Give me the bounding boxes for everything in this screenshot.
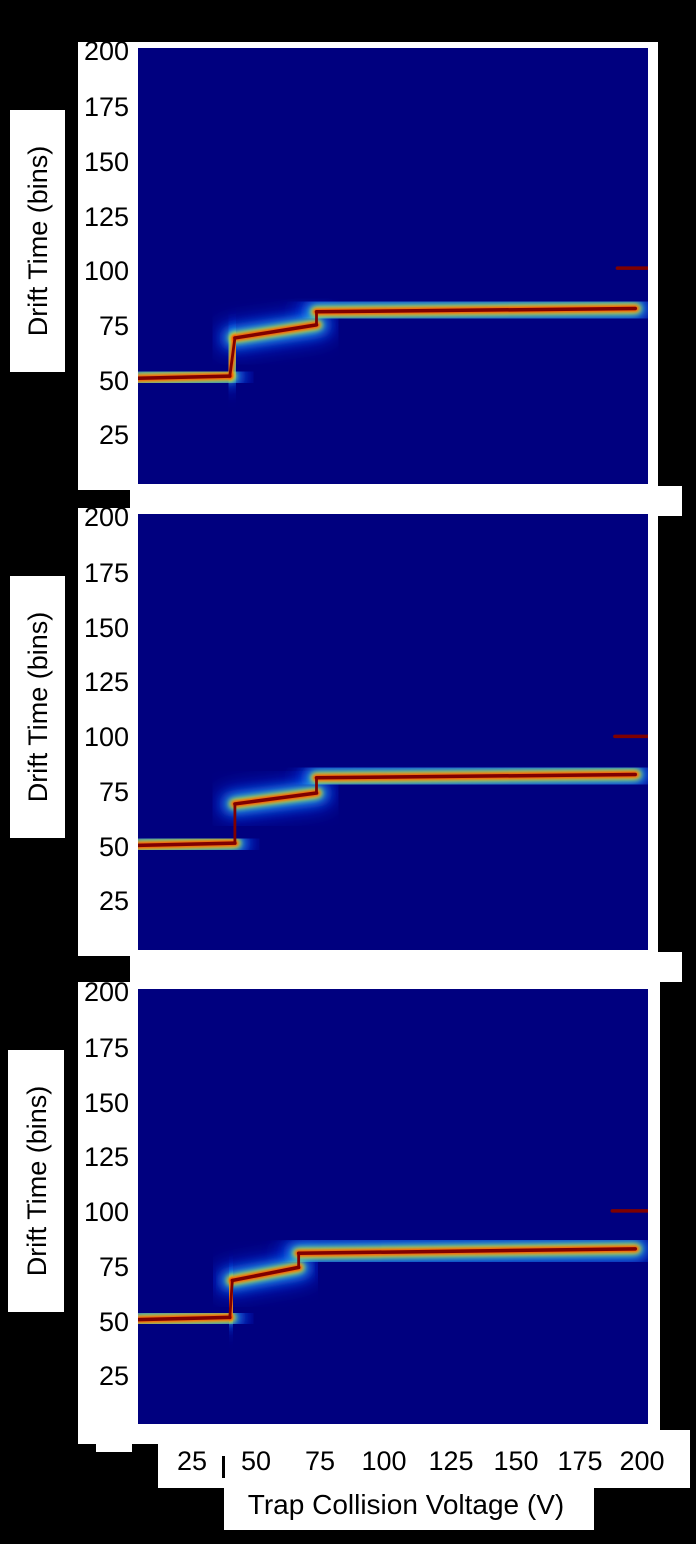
x-tick-separator: [222, 1456, 225, 1478]
panel-1-ytick-75: 75: [99, 311, 129, 341]
panel-2-ytick-100: 100: [84, 722, 129, 752]
panel-2-ytick-175: 175: [84, 558, 129, 588]
panel-1-ytick-100: 100: [84, 256, 129, 286]
panel-2-band-2-layer-4: [314, 772, 637, 780]
panel-3-ytick-50: 50: [99, 1307, 129, 1337]
panel-1-plot-area: [138, 48, 648, 484]
panel-1-ytick-50: 50: [99, 366, 129, 396]
panel-2-strip: [130, 952, 682, 982]
panel-2-ytick-200: 200: [84, 502, 129, 532]
xtick-175: 175: [557, 1446, 602, 1476]
panel-1-step-0-layer-4: [228, 336, 237, 378]
xtick-200: 200: [619, 1446, 664, 1476]
panel-1-band-0-layer-4: [138, 374, 232, 381]
panel-2-y-ticks: 200 175 150 125 100 75 50 25: [84, 502, 129, 916]
panel-2-ylabel-box: [10, 576, 65, 838]
panel-2-plot-area: [138, 514, 648, 950]
panel-2-ytick-75: 75: [99, 777, 129, 807]
panel-3-ylabel-box: [8, 1050, 64, 1312]
panel-1-band-1-layer-4: [233, 323, 319, 340]
panel-3-ytick-100: 100: [84, 1197, 129, 1227]
xtick-50: 50: [241, 1446, 271, 1476]
x-axis-label: Trap Collision Voltage (V): [248, 1489, 564, 1520]
panel-3-ytick-75: 75: [99, 1252, 129, 1282]
panel-2-band-0-layer-4: [138, 841, 237, 848]
xlabel-box: [224, 1484, 594, 1530]
panel-3-background: [138, 989, 648, 1424]
panel-1-ylabel-box: [10, 110, 65, 372]
panel-2-band-1-layer-4: [233, 791, 319, 806]
panel-1-y-ticks: 200 175 150 125 100 75 50 25: [84, 36, 129, 450]
panel-2-ytick-150: 150: [84, 613, 129, 643]
panel-3: Drift Time (bins) 200 175 150 125 100 75…: [8, 977, 690, 1530]
panel-1-ytick-125: 125: [84, 202, 129, 232]
panel-3-ylabel: Drift Time (bins): [22, 1086, 52, 1277]
panel-1: Drift Time (bins) 200 175 150 125 100 75…: [10, 36, 682, 516]
panel-3-ytick-25: 25: [99, 1361, 129, 1391]
panel-3-band-1-layer-4: [230, 1265, 301, 1283]
x-tick-box: [158, 1430, 690, 1488]
panel-3-ytick-125: 125: [84, 1142, 129, 1172]
panel-3-ytick-175: 175: [84, 1033, 129, 1063]
xtick-150: 150: [493, 1446, 538, 1476]
panel-3-ytick-150: 150: [84, 1088, 129, 1118]
panel-2-ylabel: Drift Time (bins): [23, 612, 53, 803]
x-axis-left-stub: [96, 1440, 132, 1452]
xtick-25: 25: [177, 1446, 207, 1476]
xtick-75: 75: [305, 1446, 335, 1476]
panel-2: Drift Time (bins) 200 175 150 125 100 75…: [10, 502, 682, 982]
panel-2-ytick-50: 50: [99, 832, 129, 862]
panel-1-ytick-200: 200: [84, 36, 129, 66]
panel-1-ylabel: Drift Time (bins): [23, 146, 53, 337]
panel-3-band-0-layer-4: [138, 1315, 232, 1322]
xtick-125: 125: [428, 1446, 473, 1476]
xtick-100: 100: [361, 1446, 406, 1476]
panel-1-ytick-175: 175: [84, 92, 129, 122]
panel-3-plot-area: [138, 989, 648, 1424]
panel-3-step-0-layer-4: [228, 1279, 234, 1319]
panel-2-ytick-25: 25: [99, 886, 129, 916]
panel-1-ytick-25: 25: [99, 420, 129, 450]
panel-1-band-2-layer-4: [314, 306, 637, 314]
panel-2-background: [138, 514, 648, 950]
panel-2-ytick-125: 125: [84, 667, 129, 697]
panel-3-band-2-layer-4: [296, 1247, 637, 1256]
panel-1-ytick-150: 150: [84, 147, 129, 177]
panel-1-background: [138, 48, 648, 484]
x-ticks: 25 50 75 100 125 150 175 200: [177, 1446, 665, 1476]
panel-3-ytick-200: 200: [84, 977, 129, 1007]
panel-3-y-ticks: 200 175 150 125 100 75 50 25: [84, 977, 129, 1391]
